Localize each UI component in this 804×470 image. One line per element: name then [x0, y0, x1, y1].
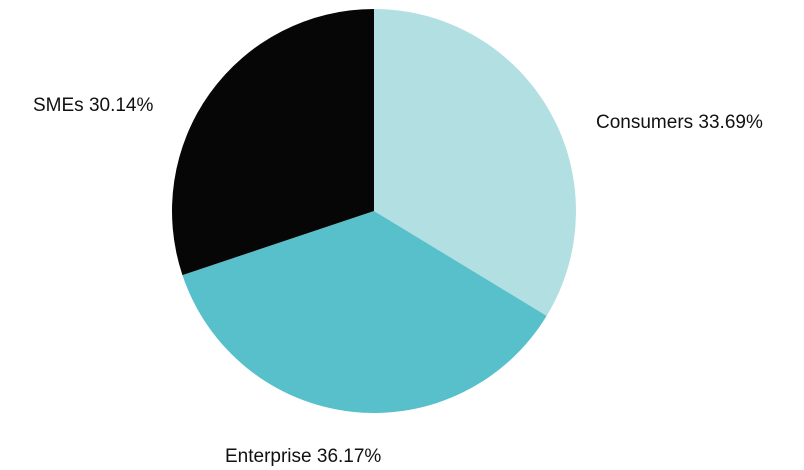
pie-label-consumers: Consumers 33.69%: [596, 112, 763, 133]
pie-slice-consumers: [374, 9, 576, 316]
pie-label-smes: SMEs 30.14%: [33, 95, 153, 116]
pie-slice-enterprise: [182, 211, 547, 414]
pie-slice-smes: [171, 9, 374, 276]
pie-slices: [171, 9, 576, 414]
pie-label-enterprise: Enterprise 36.17%: [225, 446, 381, 467]
pie-labels: Consumers 33.69% Enterprise 36.17% SMEs 30…: [33, 95, 763, 467]
